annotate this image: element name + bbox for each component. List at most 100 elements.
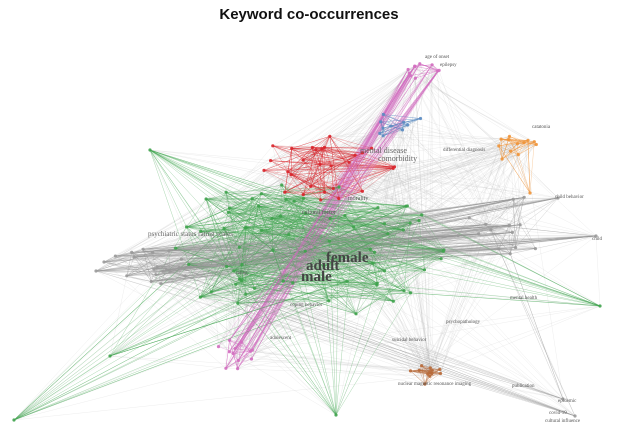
- edge: [239, 218, 273, 248]
- edge: [284, 136, 330, 193]
- edge: [162, 224, 510, 272]
- edge: [13, 258, 442, 421]
- edge: [153, 224, 510, 270]
- edge: [233, 205, 406, 272]
- edge: [287, 165, 332, 172]
- edge: [237, 198, 304, 304]
- edge: [252, 140, 529, 351]
- edge: [179, 197, 559, 268]
- edge: [109, 282, 293, 357]
- keyword-node: [233, 347, 237, 351]
- keyword-node: [141, 247, 145, 251]
- edge: [490, 229, 499, 249]
- keyword-node: [522, 141, 526, 145]
- edge: [155, 258, 442, 275]
- edge: [380, 121, 391, 127]
- edge: [241, 154, 519, 265]
- edge: [333, 166, 395, 189]
- edge: [437, 70, 444, 252]
- edge: [329, 136, 363, 192]
- edge: [229, 65, 415, 341]
- edge: [109, 162, 350, 357]
- edge: [355, 313, 564, 400]
- edge: [238, 199, 286, 361]
- edge: [228, 212, 330, 242]
- edge: [353, 139, 509, 228]
- edge: [288, 234, 385, 272]
- edge: [310, 186, 334, 189]
- edge: [409, 72, 537, 145]
- edge: [271, 218, 274, 251]
- edge: [151, 232, 513, 282]
- edge: [160, 283, 576, 417]
- edge: [384, 270, 394, 302]
- edge: [380, 121, 388, 234]
- edge: [305, 213, 331, 219]
- edge: [324, 147, 394, 169]
- edge: [151, 267, 180, 282]
- edge: [288, 234, 375, 253]
- edge: [287, 147, 325, 172]
- edge: [338, 166, 395, 199]
- keyword-node: [328, 134, 332, 138]
- edge: [458, 232, 513, 236]
- keyword-node: [185, 225, 189, 229]
- edge: [252, 198, 601, 307]
- edge: [410, 136, 510, 294]
- edge: [229, 208, 236, 349]
- keyword-node: [130, 250, 134, 254]
- edge: [362, 152, 440, 370]
- edge: [143, 233, 388, 250]
- edge: [254, 213, 306, 289]
- edge: [131, 252, 234, 271]
- edge: [329, 136, 444, 252]
- edge: [440, 136, 510, 374]
- edge: [223, 228, 337, 416]
- edge: [162, 197, 559, 272]
- edge: [126, 269, 167, 277]
- edge: [410, 370, 426, 385]
- edge: [134, 217, 470, 258]
- edge: [200, 279, 240, 298]
- edge: [13, 230, 262, 421]
- edge: [377, 144, 537, 284]
- edge: [200, 215, 346, 298]
- edge: [241, 217, 470, 265]
- edge: [206, 198, 346, 216]
- edge: [324, 136, 331, 148]
- edge: [162, 197, 559, 272]
- edge: [169, 271, 564, 400]
- edge: [414, 64, 433, 67]
- edge: [291, 174, 444, 252]
- edge: [225, 166, 395, 369]
- edge: [229, 193, 262, 209]
- edge: [228, 212, 536, 249]
- edge: [330, 207, 378, 219]
- edge: [272, 145, 511, 254]
- keyword-node: [528, 191, 532, 195]
- label-morality: morality: [348, 196, 368, 202]
- keyword-node: [151, 250, 155, 255]
- keyword-node: [328, 216, 332, 221]
- edge: [324, 162, 350, 193]
- keyword-node: [227, 350, 231, 354]
- keyword-node: [360, 151, 365, 155]
- edge: [320, 154, 356, 165]
- edge: [515, 224, 521, 248]
- edge: [287, 147, 313, 172]
- edge: [490, 199, 514, 230]
- edge: [245, 143, 518, 295]
- edge: [239, 247, 425, 271]
- edge: [354, 69, 409, 156]
- edge: [188, 264, 357, 315]
- edge: [229, 207, 378, 284]
- edge: [403, 229, 601, 307]
- edge: [211, 291, 337, 416]
- edge: [160, 283, 411, 372]
- edge: [175, 247, 246, 295]
- edge: [149, 149, 357, 314]
- edge: [382, 124, 408, 137]
- keyword-node: [514, 246, 518, 250]
- edge: [324, 147, 356, 156]
- edge: [272, 191, 363, 251]
